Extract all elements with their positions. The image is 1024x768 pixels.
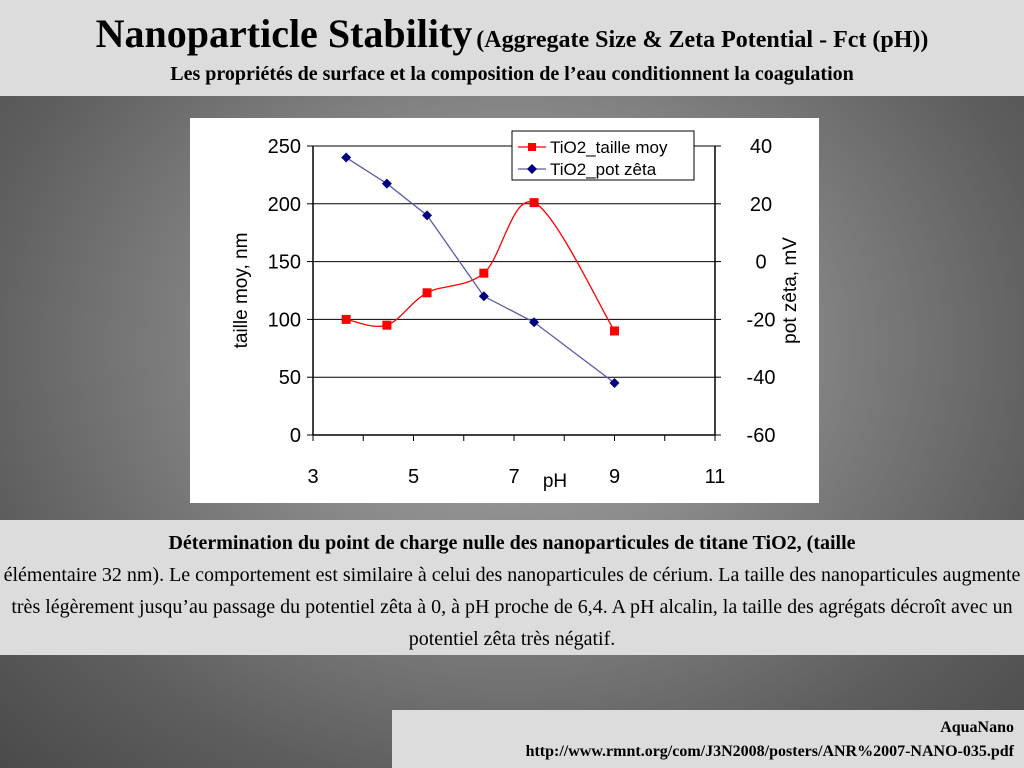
data-point-zeta	[422, 210, 433, 221]
y2-tick-label: 0	[755, 252, 766, 274]
y2-tick-label: -60	[747, 425, 776, 447]
caption: Détermination du point de charge nulle d…	[0, 520, 1024, 655]
slide-subtitle: Les propriétés de surface et la composit…	[170, 63, 854, 85]
series-line-1	[345, 157, 615, 384]
x-tick-label: 5	[408, 466, 419, 488]
data-point-taille	[341, 314, 351, 324]
data-point-taille	[610, 326, 619, 336]
footer-source: AquaNano	[940, 719, 1014, 736]
data-point-taille	[422, 288, 432, 298]
x-axis-label: pH	[543, 471, 567, 492]
slide-title-subtitle: (Aggregate Size & Zeta Potential - Fct (…	[476, 27, 929, 53]
slide-header: Nanoparticle Stability (Aggregate Size &…	[0, 0, 1024, 96]
y2-tick-label: 40	[750, 136, 772, 158]
caption-text: élémentaire 32 nm). Le comportement est …	[3, 564, 1021, 650]
legend-marker-square	[528, 143, 536, 151]
data-point-zeta	[529, 317, 540, 328]
caption-bold: Détermination du point de charge nulle d…	[168, 532, 856, 554]
legend-label: TiO2_taille moy	[550, 138, 668, 157]
y-tick-label: 0	[290, 425, 301, 447]
chart: 0 50 100 150 200 250 -60 -40 -20 0 20 40 3 5 7 9 11 pH tai…	[190, 118, 819, 503]
y2-tick-label: -20	[747, 309, 776, 331]
y-tick-label: 200	[268, 194, 301, 216]
y-tick-label: 150	[268, 252, 301, 274]
x-tick-label: 7	[508, 466, 519, 488]
footer-url[interactable]: http://www.rmnt.org/com/J3N2008/posters/…	[525, 743, 1014, 760]
data-point-zeta	[341, 152, 352, 163]
data-point-zeta	[609, 377, 620, 388]
slide-title: Nanoparticle Stability	[95, 11, 473, 56]
legend-label: TiO2_pot zêta	[550, 160, 657, 179]
y2-axis-label: pot zêta, mV	[780, 237, 801, 344]
y2-tick-label: -40	[747, 367, 776, 389]
data-point-zeta	[478, 291, 489, 302]
x-tick-label: 9	[609, 466, 620, 488]
x-tick-label: 11	[705, 466, 726, 488]
y-axis-label: taille moy, nm	[231, 233, 252, 349]
legend-box	[511, 130, 695, 181]
y2-tick-label: 20	[750, 194, 772, 216]
data-point-taille	[529, 198, 539, 208]
data-point-zeta	[381, 178, 392, 189]
footer: AquaNano http://www.rmnt.org/com/J3N2008…	[392, 710, 1024, 768]
legend-marker-diamond	[527, 164, 537, 174]
chart-svg: 0 50 100 150 200 250 -60 -40 -20 0 20 40 3 5 7 9 11 pH tai…	[231, 130, 801, 492]
y-tick-label: 100	[268, 309, 301, 331]
data-point-taille	[382, 320, 392, 330]
data-point-taille	[479, 268, 489, 278]
y-tick-label: 250	[268, 136, 301, 158]
series-line-0	[346, 201, 616, 332]
x-tick-label: 3	[307, 466, 318, 488]
y-tick-label: 50	[279, 367, 301, 389]
